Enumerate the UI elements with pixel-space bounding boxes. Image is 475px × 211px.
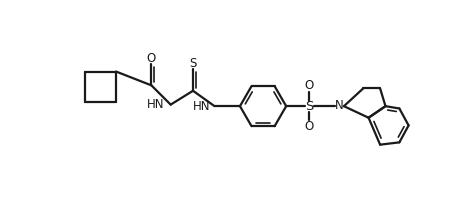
Text: HN: HN xyxy=(147,98,164,111)
Text: O: O xyxy=(304,79,314,92)
Text: HN: HN xyxy=(192,100,210,114)
Text: O: O xyxy=(304,120,314,134)
Text: S: S xyxy=(190,57,197,70)
Text: S: S xyxy=(305,100,314,113)
Text: O: O xyxy=(147,52,156,65)
Text: N: N xyxy=(335,99,344,112)
